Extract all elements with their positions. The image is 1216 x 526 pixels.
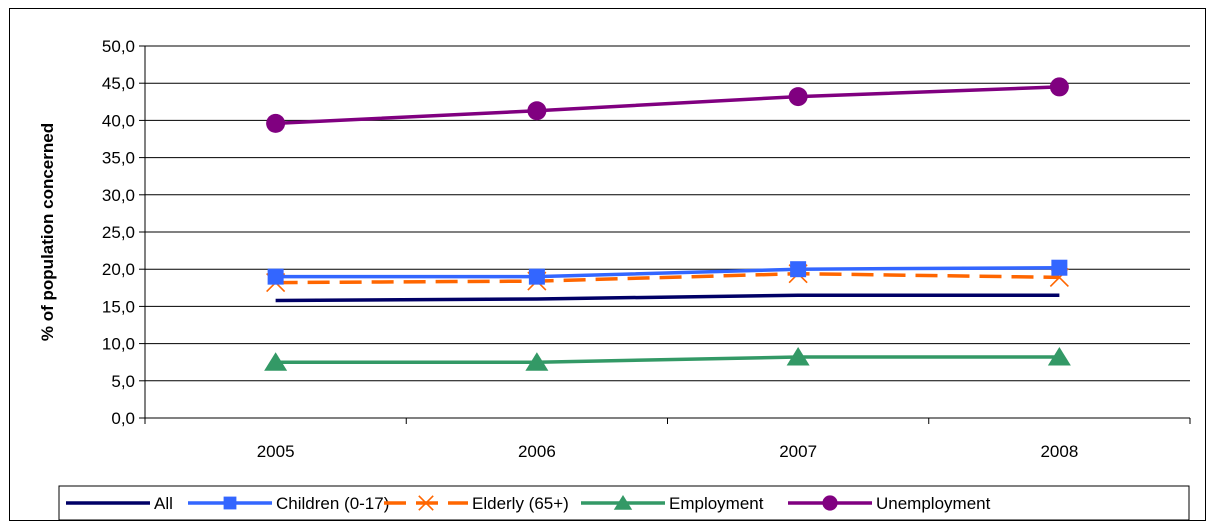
series-children-0-17 — [267, 259, 1068, 285]
series-line — [275, 271, 1060, 285]
legend-item: Unemployment — [788, 494, 991, 513]
legend-item: All — [66, 494, 173, 513]
legend-item: Employment — [581, 494, 764, 513]
legend-item: Children (0-17) — [188, 494, 389, 513]
legend-label: Children (0-17) — [276, 494, 389, 513]
x-marker — [418, 495, 434, 511]
series-layer — [264, 77, 1071, 371]
y-tick-label: 45,0 — [102, 74, 135, 93]
y-tick-label: 10,0 — [102, 335, 135, 354]
y-tick-label: 15,0 — [102, 297, 135, 316]
y-axis-label: % of population concerned — [38, 123, 57, 341]
triangle-marker — [525, 352, 549, 371]
y-tick-label: 0,0 — [111, 409, 135, 428]
y-tick-label: 35,0 — [102, 149, 135, 168]
y-tick-label: 30,0 — [102, 186, 135, 205]
circle-marker — [527, 101, 547, 121]
axes: 0,0 5,0 10,0 15,0 20,0 25,0 30,0 35,0 40,0 45,0 50… — [102, 37, 1191, 461]
series-line — [275, 355, 1060, 364]
square-marker — [1051, 259, 1068, 276]
square-marker — [790, 261, 807, 278]
legend-label: All — [154, 494, 173, 513]
triangle-marker — [264, 352, 288, 371]
x-tick-label: 2007 — [779, 442, 817, 461]
y-tick-label: 25,0 — [102, 223, 135, 242]
legend-label: Employment — [669, 494, 764, 513]
triangle-marker — [1047, 346, 1071, 366]
triangle-marker — [786, 346, 810, 366]
series-employment — [264, 346, 1071, 371]
x-tick-label: 2006 — [518, 442, 556, 461]
legend-item: Elderly (65+) — [384, 494, 569, 513]
square-marker — [223, 496, 237, 510]
legend-label: Elderly (65+) — [472, 494, 569, 513]
x-tick-label: 2008 — [1040, 442, 1078, 461]
series-unemployment — [266, 77, 1069, 133]
y-tick-label: 5,0 — [111, 372, 135, 391]
square-marker — [528, 268, 545, 285]
gridlines — [145, 45, 1190, 382]
legend: All Children (0-17) Elderly (65+) Employmen… — [58, 485, 1190, 521]
chart-frame — [9, 8, 1206, 521]
series-line — [275, 85, 1060, 126]
circle-marker — [822, 495, 838, 511]
triangle-marker — [613, 495, 633, 510]
series-line — [275, 293, 1060, 303]
circle-marker — [788, 87, 808, 107]
circle-marker — [266, 113, 286, 133]
series-line — [275, 265, 1060, 279]
series-all — [275, 293, 1060, 303]
legend-label: Unemployment — [876, 494, 991, 513]
x-tick-label: 2005 — [257, 442, 295, 461]
square-marker — [267, 268, 284, 285]
y-tick-label: 40,0 — [102, 111, 135, 130]
y-tick-label: 20,0 — [102, 260, 135, 279]
y-tick-label: 50,0 — [102, 37, 135, 56]
circle-marker — [1049, 77, 1069, 97]
